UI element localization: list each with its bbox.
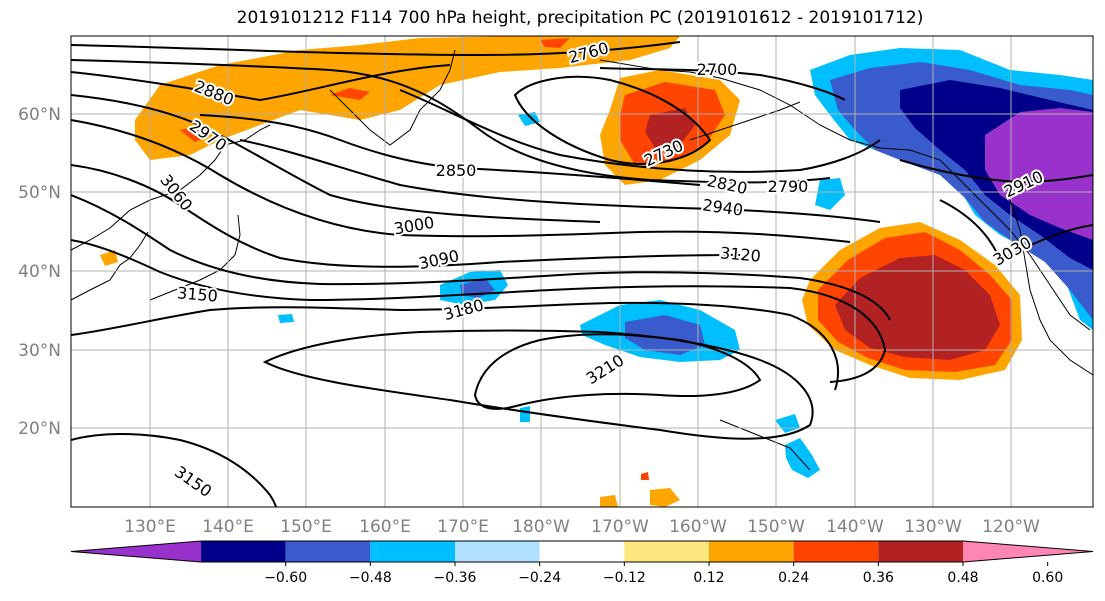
lat-labels: 60°N 50°N 40°N 30°N 20°N (18, 105, 61, 439)
colorbar-tick-label: 0.36 (863, 570, 894, 586)
contour-label: 2850 (436, 161, 477, 180)
contour-2790 (399, 89, 881, 173)
lon-label: 130°W (904, 517, 962, 537)
lon-labels: 130°E 140°E 150°E 160°E 170°E 180°W 170°… (124, 517, 1040, 537)
colorbar-swatch (201, 541, 286, 562)
colorbar-tick-label: −0.12 (603, 570, 646, 586)
contour-3150-south (71, 433, 277, 507)
contour-2880 (71, 64, 451, 102)
contour-3180 (262, 329, 814, 440)
colorbar-tick-label: −0.60 (264, 570, 307, 586)
coastlines (71, 49, 1091, 471)
lon-label: 130°E (124, 517, 176, 537)
colorbar-swatch (624, 541, 709, 562)
contour-3000 (71, 119, 851, 243)
contour-label: 2790 (768, 177, 809, 196)
lat-label: 60°N (18, 105, 61, 125)
contour-3030 (939, 199, 1093, 262)
precip-cpac-blue (625, 315, 705, 355)
coast-korea (71, 231, 149, 301)
contour-2760 (71, 41, 681, 57)
lat-label: 20°N (18, 419, 61, 439)
precip-japan-orange (100, 250, 118, 266)
contour-2820 (71, 59, 831, 184)
precip-siberia-red3 (540, 38, 570, 48)
contour-3060 (71, 164, 741, 268)
lon-label: 170°W (591, 517, 649, 537)
precip-canada-purple (985, 108, 1093, 240)
colorbar-swatch (709, 541, 794, 562)
contour-2910 (899, 159, 1093, 184)
precip-small-lightblue3 (518, 112, 540, 126)
gridlines (71, 36, 1093, 507)
colorbar-extend-high (963, 541, 1093, 562)
colorbar-tick-label: −0.24 (518, 570, 561, 586)
coast-hawaii (719, 419, 811, 471)
colorbar-tick-label: 0.12 (693, 570, 724, 586)
precip-hawaii-lightblue (785, 438, 820, 478)
colorbar-tick-label: −0.48 (349, 570, 392, 586)
colorbar-tick-label: 0.24 (778, 570, 809, 586)
precip-nepac-darkred (835, 255, 1000, 360)
lat-label: 30°N (18, 341, 61, 361)
colorbar-outline (70, 540, 1094, 563)
coast-kamchatka (329, 49, 456, 146)
coast-westcoast (1009, 199, 1093, 376)
colorbar-extend-low (71, 541, 201, 562)
precip-south-orange (600, 495, 618, 507)
colorbar-tick-label: 0.48 (947, 570, 978, 586)
colorbar-swatch (455, 541, 540, 562)
lon-label: 160°E (359, 517, 411, 537)
precip-siberia-red (330, 88, 370, 100)
precip-siberia-red2 (180, 126, 210, 142)
contour-3120 (71, 239, 887, 383)
precip-south-orange2 (650, 488, 680, 507)
coast-asia (71, 124, 271, 251)
contour-2730 (513, 75, 712, 165)
colorbar: −0.60 −0.48 −0.36 −0.24 −0.12 0.12 0.24 0.36 0.4… (70, 540, 1094, 586)
contour-2970 (71, 94, 601, 223)
map-frame (70, 35, 1094, 508)
colorbar-swatch (539, 541, 625, 562)
colorbar-tick-label: −0.36 (434, 570, 477, 586)
lon-label: 120°W (982, 517, 1040, 537)
lon-label: 140°E (202, 517, 254, 537)
colorbar-swatch (793, 541, 879, 562)
contour-3150-north (71, 301, 839, 391)
contour-3090 (71, 194, 891, 321)
precip-small-lightblue5 (520, 406, 530, 422)
map-contents (71, 36, 1093, 507)
contour-label: 3150 (176, 283, 218, 305)
contour-3210 (473, 333, 762, 410)
lon-label: 160°W (669, 517, 727, 537)
colorbar-swatch (370, 541, 455, 562)
lon-label: 150°W (747, 517, 805, 537)
contour-2940 (239, 139, 881, 223)
lat-label: 40°N (18, 262, 61, 282)
precip-south-red (641, 472, 649, 480)
lon-label: 150°E (280, 517, 332, 537)
contour-label: 2700 (697, 60, 738, 79)
lon-label: 140°W (826, 517, 884, 537)
contour-label: 3120 (719, 243, 761, 265)
lon-label: 170°E (437, 517, 489, 537)
precip-small-lightblue4 (278, 314, 294, 323)
height-contours (71, 41, 1093, 507)
precip-small-lightblue2 (815, 178, 845, 210)
colorbar-tick-label: 0.60 (1032, 570, 1063, 586)
contour-2850 (199, 114, 701, 186)
coast-alaska (599, 59, 1091, 331)
contour-2700 (599, 67, 846, 101)
colorbar-swatch (285, 541, 371, 562)
colorbar-swatch (878, 541, 963, 562)
coast-aleutians (689, 101, 801, 141)
precip-bering-darkred (645, 108, 695, 148)
coast-bc-us (1009, 199, 1093, 376)
lat-label: 50°N (18, 183, 61, 203)
lon-label: 180°W (512, 517, 570, 537)
map-title: 2019101212 F114 700 hPa height, precipit… (236, 8, 924, 28)
